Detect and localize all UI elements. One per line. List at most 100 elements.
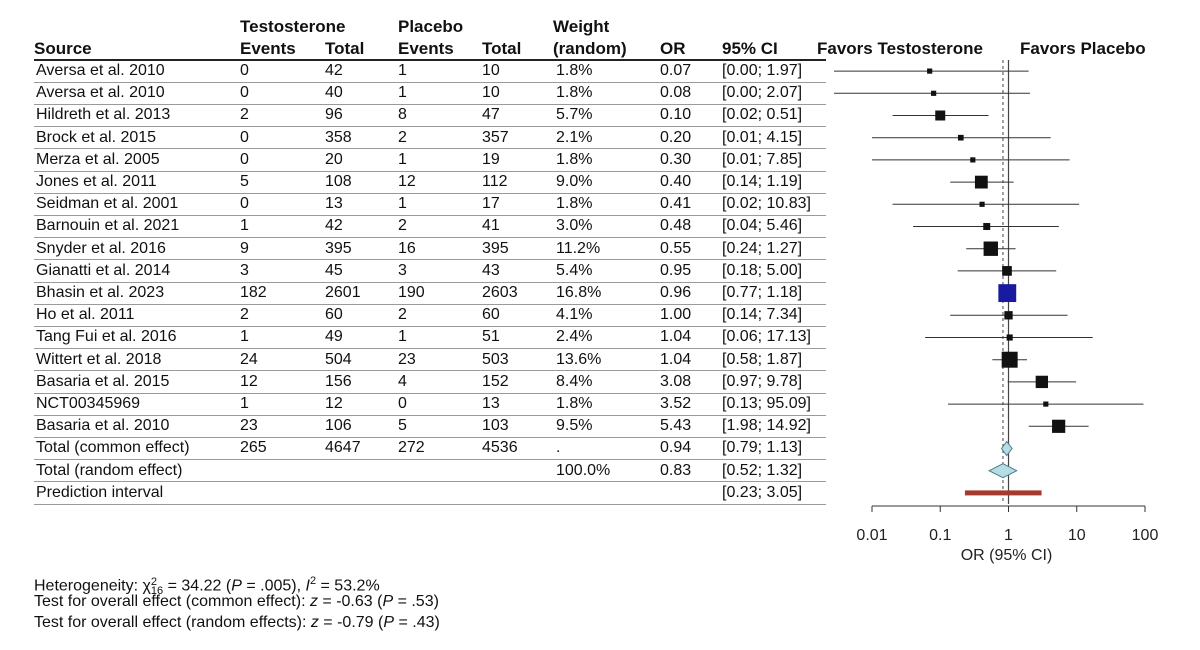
cell-t-events: 1: [240, 328, 249, 346]
study-square: [1006, 334, 1013, 341]
p-symbol: P: [231, 577, 242, 595]
header-ci: 95% CI: [722, 39, 778, 58]
cell-p-events: 1: [398, 195, 407, 213]
cell-or: 0.48: [660, 217, 692, 235]
cell-p-total: 103: [482, 417, 509, 435]
cell-source: Seidman et al. 2001: [36, 195, 179, 213]
cell-weight: 5.4%: [556, 261, 593, 279]
p-symbol: P: [383, 614, 395, 631]
cell-weight: 16.8%: [556, 284, 602, 301]
i-squared-value: = 53.2%: [316, 577, 380, 595]
cell-ci: [0.58; 1.87]: [722, 350, 803, 368]
cell-source: Tang Fui et al. 2016: [36, 328, 177, 346]
random-effect-test: Test for overall effect (random effects)…: [34, 613, 440, 633]
cell-t-events: 9: [240, 239, 249, 257]
cell-source: Bhasin et al. 2023: [36, 284, 165, 301]
cell-or: 0.41: [660, 195, 692, 213]
table-row-divider: [34, 325, 826, 327]
cell-t-total: 42: [325, 217, 343, 235]
cell-p-total: 19: [482, 150, 500, 168]
x-axis-label: OR (95% CI): [961, 547, 1053, 564]
cell-t-events: 265: [240, 439, 267, 457]
cell-ci: [0.04; 5.46]: [722, 217, 803, 235]
cell-t-total: 40: [325, 84, 343, 102]
table-row-divider: [34, 170, 826, 172]
table-row-divider: [34, 392, 826, 394]
cell-p-total: 395: [482, 239, 509, 257]
cell-p-events: 23: [398, 350, 416, 368]
cell-t-events: 1: [240, 217, 249, 235]
cell-t-total: 2601: [325, 284, 361, 301]
cell-weight: 100.0%: [556, 461, 611, 479]
cell-or: 0.30: [660, 150, 692, 168]
header-p-events: Events: [398, 39, 454, 58]
cell-p-total: 503: [482, 350, 509, 368]
common-z-value: = -0.63 (: [317, 593, 383, 610]
cell-weight: 11.2%: [556, 239, 601, 257]
study-square: [970, 157, 976, 163]
z-symbol: z: [310, 614, 319, 631]
study-square: [931, 90, 937, 96]
x-axis-tick-label: 100: [1132, 527, 1159, 544]
cell-source: Aversa et al. 2010: [36, 84, 165, 102]
cell-weight: .: [556, 439, 561, 457]
cell-p-total: 17: [482, 195, 500, 213]
study-square: [935, 110, 946, 121]
cell-p-total: 152: [482, 372, 509, 390]
cell-p-events: 1: [398, 150, 407, 168]
chi-superscript: 2: [150, 576, 158, 589]
random-p-value: = .43): [394, 614, 440, 631]
header-group-testosterone: Testosterone: [240, 17, 346, 36]
table-row-divider: [34, 370, 826, 372]
table-row-divider: [34, 459, 826, 461]
cell-p-events: 4: [398, 372, 407, 390]
header-t-total: Total: [325, 39, 365, 58]
header-p-total: Total: [482, 39, 522, 58]
table-row-divider: [34, 348, 826, 350]
cell-source: Brock et al. 2015: [36, 128, 157, 146]
table-row-divider: [34, 103, 826, 105]
study-square: [998, 284, 1017, 303]
cell-ci: [0.77; 1.18]: [722, 284, 803, 301]
common-test-label: Test for overall effect (common effect):: [34, 593, 310, 610]
cell-or: 0.94: [660, 439, 692, 457]
cell-t-events: 2: [240, 106, 249, 124]
study-square: [957, 134, 964, 141]
cell-weight: 1.8%: [556, 150, 593, 168]
cell-or: 1.04: [660, 328, 692, 346]
study-square: [1052, 419, 1066, 433]
cell-weight: 1.8%: [556, 195, 593, 213]
cell-p-total: 4536: [482, 439, 518, 457]
study-square: [1035, 375, 1049, 389]
header-weight-random: (random): [553, 39, 627, 58]
cell-t-events: 182: [240, 284, 267, 301]
cell-weight: 3.0%: [556, 217, 593, 235]
cell-weight: 1.8%: [556, 62, 593, 79]
cell-p-total: 10: [482, 62, 500, 79]
study-square: [1004, 311, 1013, 320]
cell-source: Ho et al. 2011: [36, 306, 135, 324]
heterogeneity-p: = .005),: [241, 577, 306, 595]
cell-weight: 5.7%: [556, 106, 593, 124]
cell-or: 1.00: [660, 306, 692, 324]
cell-ci: [0.14; 7.34]: [722, 306, 803, 324]
study-square: [1001, 351, 1018, 368]
cell-source: Wittert et al. 2018: [36, 350, 162, 368]
header-weight: Weight: [553, 17, 610, 36]
cell-p-total: 13: [482, 395, 500, 412]
study-square: [979, 201, 985, 207]
cell-weight: 9.5%: [556, 417, 593, 435]
cell-ci: [0.00; 2.07]: [722, 84, 803, 102]
cell-ci: [0.52; 1.32]: [722, 461, 803, 479]
cell-weight: 1.8%: [556, 84, 593, 102]
common-effect-diamond: [1000, 440, 1013, 457]
cell-source: Gianatti et al. 2014: [36, 261, 171, 279]
cell-ci: [0.01; 4.15]: [722, 128, 803, 146]
i-superscript: 2: [309, 575, 317, 587]
x-axis-tick-label: 10: [1068, 527, 1086, 544]
chi-subscript: 16: [150, 585, 164, 598]
study-square: [1002, 266, 1012, 276]
cell-p-total: 2603: [482, 284, 518, 301]
random-test-label: Test for overall effect (random effects)…: [34, 614, 311, 631]
cell-or: 0.83: [660, 461, 692, 479]
